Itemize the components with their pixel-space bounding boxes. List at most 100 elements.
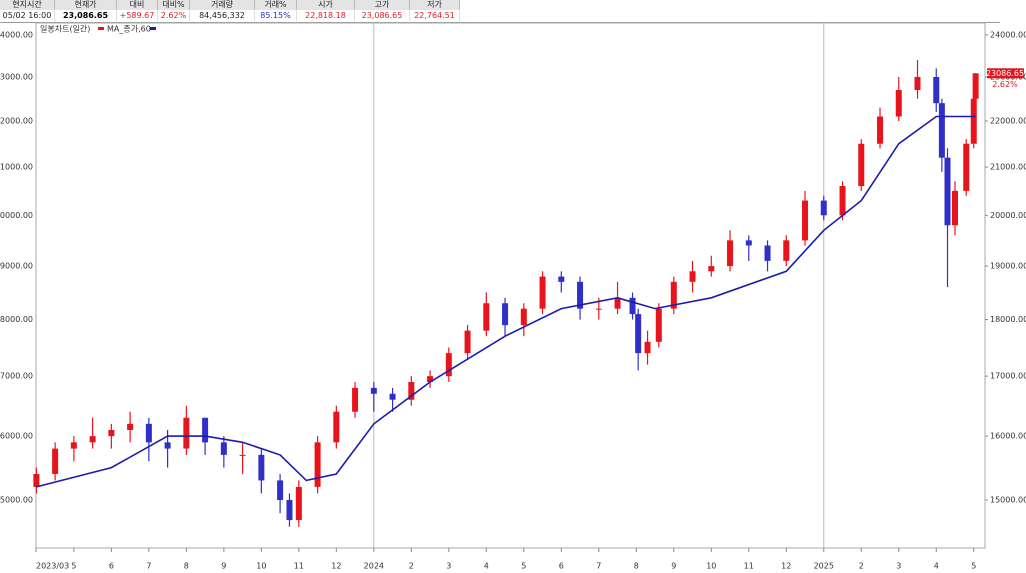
y-tick-label: 16000.00: [0, 432, 33, 441]
ma-line: [36, 115, 976, 488]
x-tick-label: 2: [409, 562, 414, 571]
candle-body: [655, 308, 662, 342]
x-tick-label: 7: [146, 562, 151, 571]
y-tick-label: 22000.00: [0, 116, 33, 125]
value-cell: 22,818.18: [297, 11, 355, 21]
y-tick-label-right: 18000.00: [990, 315, 1026, 324]
candle-body: [635, 314, 642, 354]
x-tick-label: 9: [671, 562, 676, 571]
candle-body: [670, 281, 677, 309]
x-tick-label: 5: [971, 562, 976, 571]
header-cell: 현지시간: [0, 0, 55, 10]
x-tick-label: 3: [446, 562, 451, 571]
header-cell: 시가: [297, 0, 355, 10]
value-cell: 85.15%: [255, 11, 297, 21]
header-cell: 저가: [410, 0, 460, 10]
x-tick-label: 2025: [814, 562, 834, 571]
y-tick-label-right: 17000.00: [990, 372, 1026, 381]
x-tick-label: 8: [184, 562, 189, 571]
x-tick-label: 10: [706, 562, 716, 571]
candle-body: [783, 240, 790, 261]
x-tick-label: 5: [521, 562, 526, 571]
x-tick-label: 10: [256, 562, 266, 571]
candle-body: [108, 429, 115, 437]
candle-body: [258, 454, 265, 481]
candle-body: [352, 387, 359, 412]
candle-body: [164, 442, 171, 449]
candle-body: [127, 423, 134, 430]
value-cell: 22,764.51: [410, 11, 460, 21]
candle-body: [52, 448, 59, 474]
candle-body: [33, 473, 40, 487]
x-tick-label: 2: [859, 562, 864, 571]
y-tick-label-right: 15000.00: [990, 496, 1026, 505]
candle-body: [427, 376, 434, 382]
candle-body: [314, 442, 321, 487]
y-tick-label: 24000.00: [0, 30, 33, 39]
candle-body: [745, 240, 752, 246]
quote-header: 현지시간 05/02 16:00 현재가 23,086.65 대비 +589.67 대비% 2…: [0, 0, 1000, 23]
candle-body: [820, 200, 827, 216]
y-tick-label: 21000.00: [0, 163, 33, 172]
x-tick-label: 3: [896, 562, 901, 571]
x-tick-label: 4: [484, 562, 489, 571]
value-cell: +589.67: [117, 11, 158, 21]
legend-label: 일봉차트(일간): [40, 24, 90, 34]
candle-body: [727, 240, 734, 267]
candle-body: [577, 281, 584, 309]
x-tick-label: 12: [331, 562, 341, 571]
candle-body: [595, 308, 602, 310]
last-change: 2.62%: [992, 80, 1018, 89]
y-tick-label: 23000.00: [0, 73, 33, 82]
candle-body: [972, 73, 979, 99]
y-tick-label: 20000.00: [0, 211, 33, 220]
value-cell: 23,086.65: [355, 11, 410, 21]
x-tick-label: 6: [559, 562, 564, 571]
candle-body: [370, 387, 377, 394]
candle-body: [502, 303, 509, 326]
candle-body: [689, 271, 696, 282]
candle-body: [708, 266, 715, 272]
header-cell: 대비%: [158, 0, 190, 10]
candle-body: [483, 303, 490, 331]
y-tick-label-right: 19000.00: [990, 262, 1026, 271]
candle-body: [286, 500, 293, 521]
y-tick-label-right: 16000.00: [990, 432, 1026, 441]
candle-body: [145, 423, 152, 443]
y-tick-label-right: 20000.00: [990, 211, 1026, 220]
x-tick-label: 4: [934, 562, 939, 571]
x-tick-label: 7: [596, 562, 601, 571]
header-cell: 고가: [355, 0, 410, 10]
header-cell: 현재가: [55, 0, 117, 10]
x-tick-label: 8: [634, 562, 639, 571]
x-tick-label: 6: [109, 562, 114, 571]
candle-body: [802, 200, 809, 241]
candle-body: [914, 77, 921, 90]
candle-body: [944, 157, 951, 226]
value-cell: 23,086.65: [55, 11, 117, 21]
plot-area: [35, 22, 986, 549]
candle-body: [220, 442, 227, 455]
y-tick-label: 18000.00: [0, 315, 33, 324]
y-tick-label-right: 22000.00: [990, 116, 1026, 125]
candle-body: [839, 186, 846, 216]
candle-body: [933, 77, 940, 104]
candle-body: [644, 341, 651, 354]
y-tick-label-right: 24000.00: [990, 30, 1026, 39]
candle-body: [295, 486, 302, 521]
header-cell: 대비: [117, 0, 158, 10]
value-cell: 05/02 16:00: [0, 11, 55, 21]
candle-body: [277, 480, 284, 501]
value-cell: 84,456,332: [190, 11, 255, 21]
candle-body: [408, 381, 415, 400]
candle-body: [938, 103, 945, 158]
candle-body: [445, 353, 452, 377]
x-tick-label: 11: [294, 562, 304, 571]
legend-swatch: [150, 27, 156, 30]
candle-body: [629, 297, 636, 315]
x-tick-label: 2023/03: [36, 562, 69, 571]
header-cell: 거래량: [190, 0, 255, 10]
candle-body: [183, 417, 190, 449]
